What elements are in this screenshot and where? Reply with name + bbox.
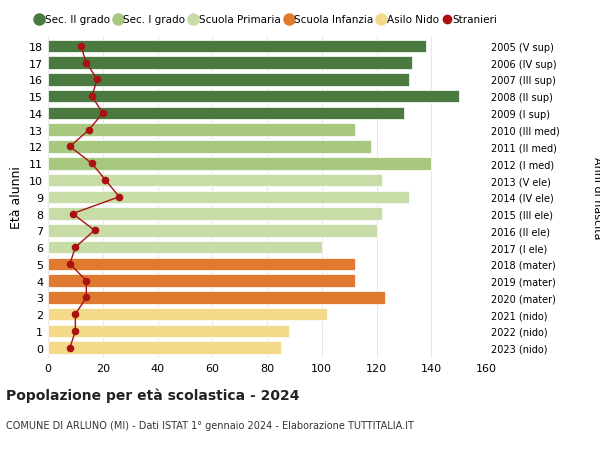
- Point: [84, 127, 94, 134]
- Point: [87, 160, 97, 168]
- Text: Popolazione per età scolastica - 2024: Popolazione per età scolastica - 2024: [6, 388, 299, 403]
- Y-axis label: Età alunni: Età alunni: [10, 166, 23, 229]
- Point: [65, 261, 75, 268]
- Point: [82, 60, 91, 67]
- Bar: [48, 241, 322, 254]
- Bar: [48, 325, 289, 337]
- Bar: [48, 308, 327, 321]
- Point: [76, 43, 86, 50]
- Bar: [48, 208, 382, 220]
- Bar: [48, 258, 355, 271]
- Bar: [48, 157, 431, 170]
- Point: [65, 144, 75, 151]
- Bar: [48, 224, 377, 237]
- Text: Anni di nascita: Anni di nascita: [592, 156, 600, 239]
- Bar: [48, 141, 371, 153]
- Bar: [48, 291, 385, 304]
- Point: [82, 277, 91, 285]
- Point: [68, 210, 77, 218]
- Bar: [48, 40, 426, 53]
- Text: COMUNE DI ARLUNO (MI) - Dati ISTAT 1° gennaio 2024 - Elaborazione TUTTITALIA.IT: COMUNE DI ARLUNO (MI) - Dati ISTAT 1° ge…: [6, 420, 414, 430]
- Bar: [48, 74, 409, 86]
- Point: [101, 177, 110, 185]
- Point: [65, 344, 75, 352]
- Point: [71, 328, 80, 335]
- Point: [90, 227, 100, 235]
- Bar: [48, 91, 458, 103]
- Point: [82, 294, 91, 302]
- Point: [71, 311, 80, 318]
- Bar: [48, 124, 355, 137]
- Bar: [48, 107, 404, 120]
- Bar: [48, 57, 412, 70]
- Bar: [48, 174, 382, 187]
- Point: [87, 93, 97, 101]
- Point: [98, 110, 107, 118]
- Bar: [48, 191, 409, 204]
- Bar: [48, 275, 355, 287]
- Bar: [48, 341, 281, 354]
- Point: [115, 194, 124, 201]
- Point: [92, 77, 102, 84]
- Point: [71, 244, 80, 251]
- Legend: Sec. II grado, Sec. I grado, Scuola Primaria, Scuola Infanzia, Asilo Nido, Stran: Sec. II grado, Sec. I grado, Scuola Prim…: [37, 15, 497, 25]
